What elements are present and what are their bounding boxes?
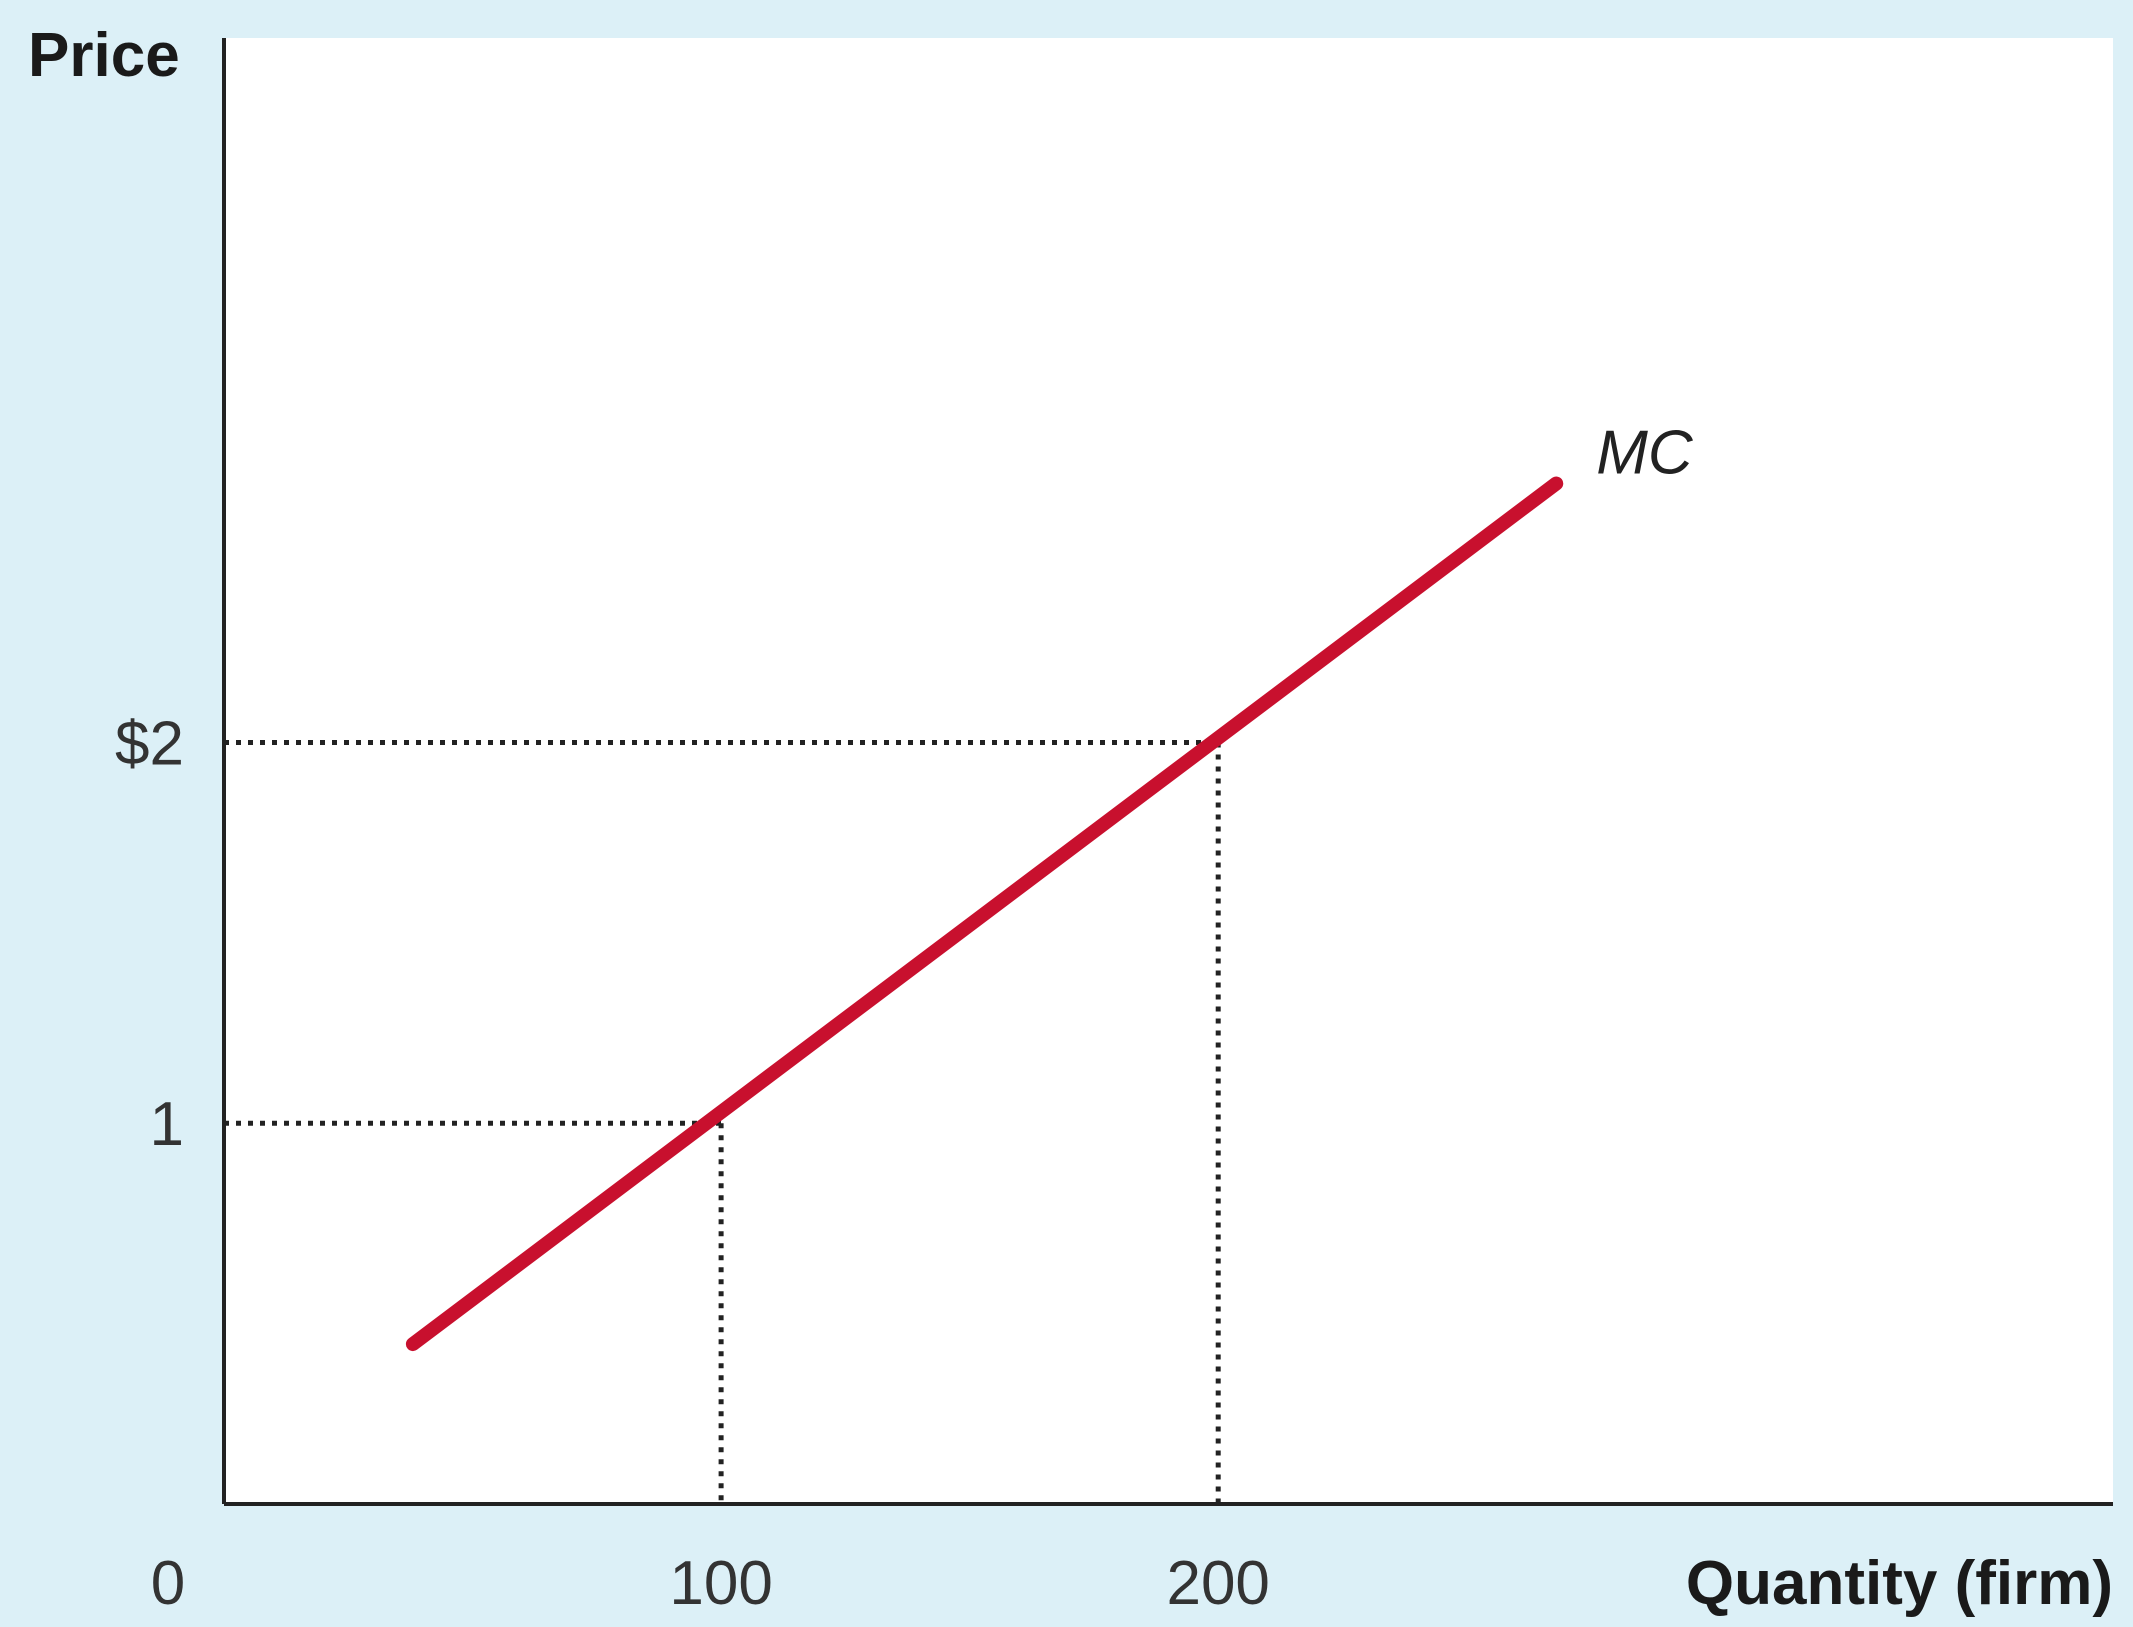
x-tick-label: 200 (1166, 1549, 1269, 1618)
series-layer: MC (405, 419, 1694, 1352)
y-tick-label: 1 (150, 1090, 184, 1159)
x-axis-label: Quantity (firm) (1686, 1549, 2113, 1618)
y-axis-label: Price (28, 21, 180, 90)
x-tick-label: 100 (669, 1549, 772, 1618)
series-line-mc (405, 476, 1564, 1352)
series-label-mc: MC (1596, 419, 1694, 488)
y-tick-label: $2 (115, 709, 184, 778)
tick-labels: 100 200 1 $2 (115, 709, 1270, 1618)
origin-label: 0 (151, 1549, 185, 1618)
guide-lines (224, 739, 1221, 1504)
